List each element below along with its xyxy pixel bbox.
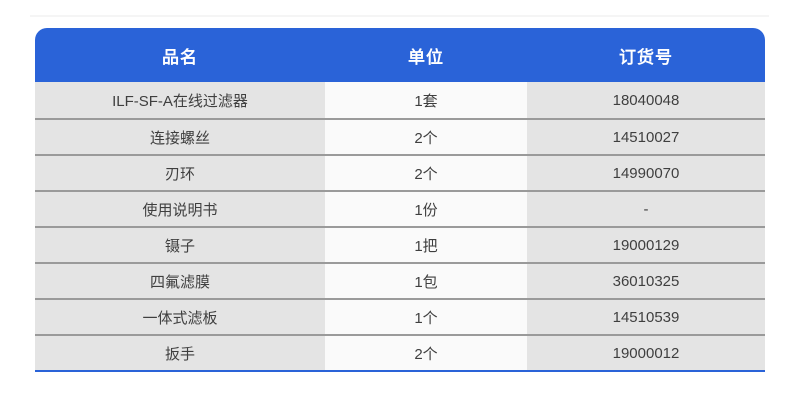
table-row: 镊子 1把 19000129	[35, 226, 765, 262]
table-row: 扳手 2个 19000012	[35, 334, 765, 370]
cell-product-name: 扳手	[35, 336, 325, 370]
table-row: ILF-SF-A在线过滤器 1套 18040048	[35, 82, 765, 118]
column-header-unit: 单位	[408, 47, 444, 67]
cell-unit: 1套	[325, 82, 527, 118]
cell-product-name: 刃环	[35, 156, 325, 190]
cell-order-number: 19000129	[527, 228, 765, 262]
table-row: 一体式滤板 1个 14510539	[35, 298, 765, 334]
cell-product-name: 镊子	[35, 228, 325, 262]
cell-product-name: 使用说明书	[35, 192, 325, 226]
cell-product-name: ILF-SF-A在线过滤器	[35, 82, 325, 118]
cell-order-number: -	[527, 192, 765, 226]
cell-order-number: 14510539	[527, 300, 765, 334]
cell-order-number: 18040048	[527, 82, 765, 118]
cell-product-name: 一体式滤板	[35, 300, 325, 334]
cell-unit: 2个	[325, 120, 527, 154]
table-row: 连接螺丝 2个 14510027	[35, 118, 765, 154]
cell-unit: 2个	[325, 336, 527, 370]
table-row: 四氟滤膜 1包 36010325	[35, 262, 765, 298]
cell-order-number: 36010325	[527, 264, 765, 298]
table-row: 使用说明书 1份 -	[35, 190, 765, 226]
cell-unit: 1份	[325, 192, 527, 226]
cell-unit: 1个	[325, 300, 527, 334]
cell-unit: 1包	[325, 264, 527, 298]
cell-unit: 2个	[325, 156, 527, 190]
cell-product-name: 连接螺丝	[35, 120, 325, 154]
cell-product-name: 四氟滤膜	[35, 264, 325, 298]
table-row: 刃环 2个 14990070	[35, 154, 765, 190]
cell-order-number: 14990070	[527, 156, 765, 190]
cell-unit: 1把	[325, 228, 527, 262]
table-body: ILF-SF-A在线过滤器 1套 18040048 连接螺丝 2个 14510027 刃环 2…	[35, 82, 765, 370]
cell-order-number: 14510027	[527, 120, 765, 154]
column-header-order-number: 订货号	[619, 47, 673, 67]
table-header-row: 品名 单位 订货号	[35, 28, 765, 82]
accessories-table: 品名 单位 订货号 ILF-SF-A在线过滤器 1套 18040048 连接螺丝 2个 1…	[35, 28, 765, 372]
column-header-product-name: 品名	[162, 47, 198, 67]
cell-order-number: 19000012	[527, 336, 765, 370]
top-divider-line	[30, 15, 769, 17]
